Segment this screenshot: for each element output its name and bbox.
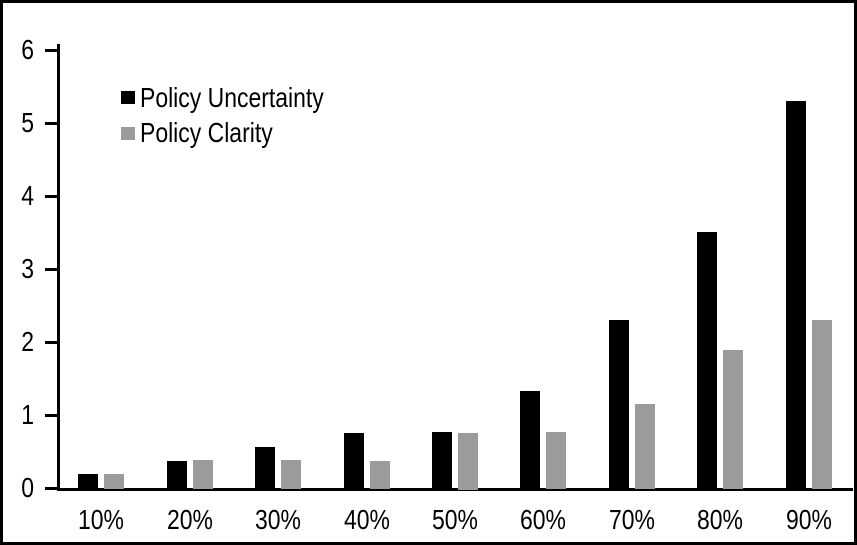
- y-axis-tick-1: [45, 413, 57, 417]
- bar-policy-clarity-30pct: [281, 460, 302, 490]
- x-axis-label-70pct: 70%: [608, 504, 655, 535]
- y-axis-label-1: 1: [21, 399, 34, 430]
- bar-policy-clarity-40pct: [369, 461, 390, 490]
- bar-policy-clarity-70pct: [634, 404, 655, 490]
- y-axis-tick-4: [45, 194, 57, 198]
- y-axis-label-3: 3: [21, 253, 34, 284]
- x-axis-label-80pct: 80%: [697, 504, 744, 535]
- bar-policy-uncertainty-70pct: [608, 319, 629, 490]
- chart-legend: Policy Uncertainty Policy Clarity: [121, 80, 364, 151]
- x-axis-label-60pct: 60%: [520, 504, 567, 535]
- y-axis-tick-2: [45, 340, 57, 344]
- y-axis-tick-6: [45, 48, 57, 52]
- bar-policy-clarity-20pct: [192, 460, 213, 490]
- y-axis-tick-0: [45, 486, 57, 490]
- bar-policy-uncertainty-50pct: [432, 432, 452, 490]
- bar-policy-uncertainty-40pct: [343, 433, 364, 490]
- x-axis: [57, 487, 853, 491]
- y-axis-label-5: 5: [21, 107, 34, 138]
- y-axis-label-0: 0: [21, 472, 34, 503]
- x-axis-label-90pct: 90%: [785, 504, 832, 535]
- legend-swatch-uncertainty-icon: [121, 91, 135, 105]
- y-axis-label-4: 4: [21, 180, 34, 211]
- bar-policy-uncertainty-60pct: [520, 391, 541, 490]
- legend-label-policy-uncertainty: Policy Uncertainty: [140, 81, 324, 113]
- x-axis-label-50pct: 50%: [432, 504, 478, 535]
- bar-policy-clarity-50pct: [458, 432, 478, 490]
- bar-policy-clarity-80pct: [723, 350, 744, 490]
- y-axis-label-6: 6: [21, 34, 34, 65]
- bar-policy-uncertainty-80pct: [697, 232, 718, 490]
- x-axis-label-30pct: 30%: [255, 504, 302, 535]
- legend-item-policy-uncertainty: Policy Uncertainty: [121, 80, 364, 116]
- bar-policy-clarity-90pct: [811, 319, 832, 490]
- bar-policy-uncertainty-90pct: [785, 100, 806, 490]
- y-axis: [57, 44, 60, 491]
- bar-policy-clarity-10pct: [104, 473, 125, 490]
- legend-label-policy-clarity: Policy Clarity: [140, 117, 273, 149]
- bar-policy-uncertainty-10pct: [78, 474, 99, 490]
- bar-policy-clarity-60pct: [546, 432, 567, 490]
- bar-policy-uncertainty-30pct: [255, 447, 276, 490]
- legend-swatch-clarity-icon: [121, 126, 135, 140]
- y-axis-tick-3: [45, 267, 57, 271]
- x-axis-label-20pct: 20%: [166, 504, 213, 535]
- y-axis-tick-5: [45, 121, 57, 125]
- x-axis-label-40pct: 40%: [343, 504, 390, 535]
- x-axis-label-10pct: 10%: [78, 504, 125, 535]
- y-axis-label-2: 2: [21, 326, 34, 357]
- bar-policy-uncertainty-20pct: [166, 461, 187, 490]
- legend-item-policy-clarity: Policy Clarity: [121, 116, 364, 152]
